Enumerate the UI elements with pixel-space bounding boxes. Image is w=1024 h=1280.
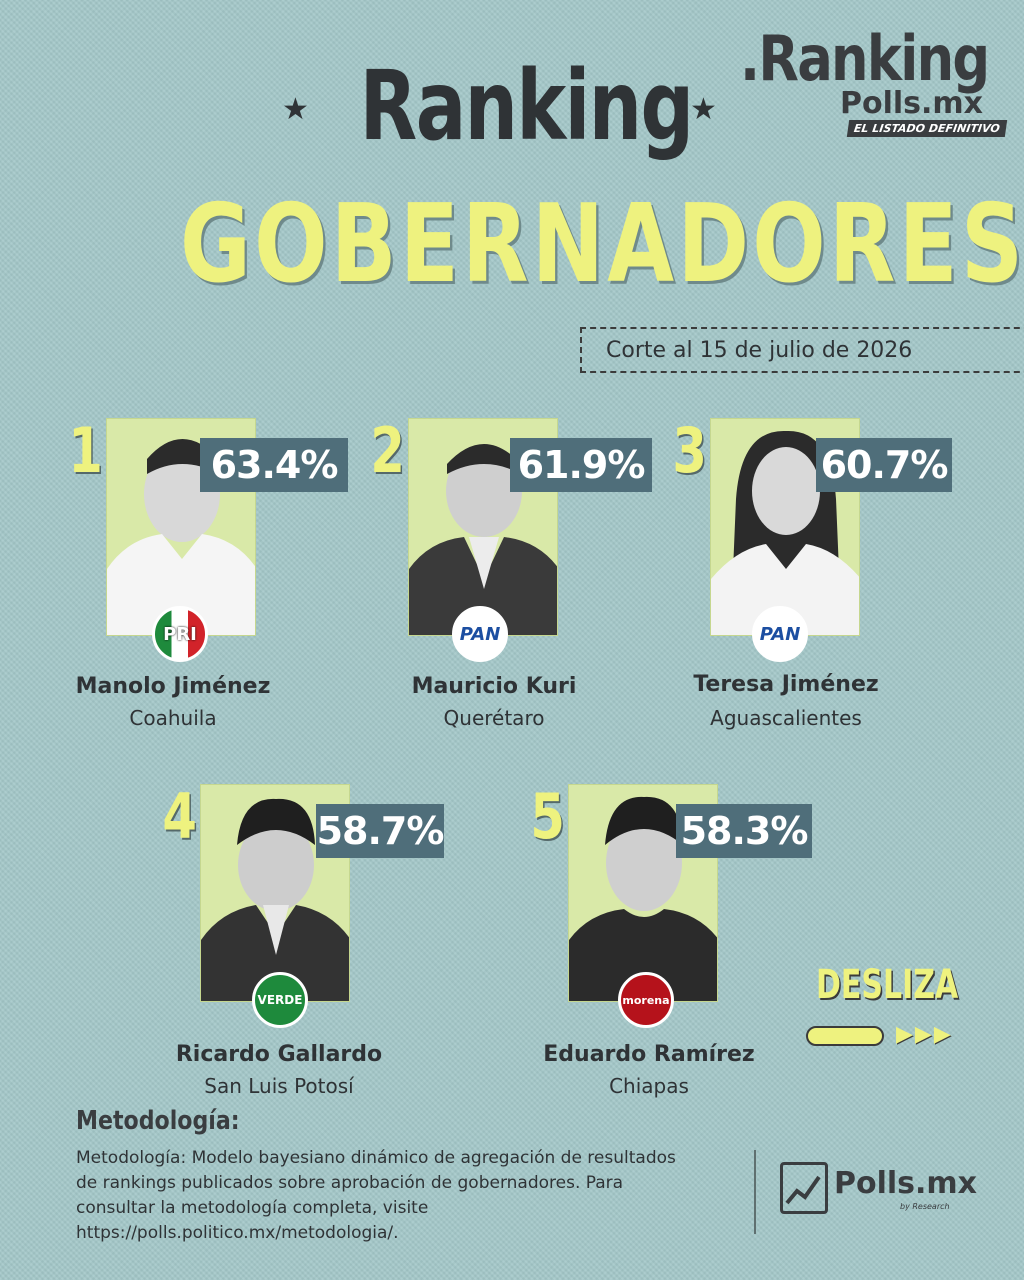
- candidate-name: Eduardo Ramírez: [543, 1042, 755, 1067]
- candidate-photo: [200, 784, 350, 1002]
- person-silhouette-icon: [569, 796, 717, 1001]
- candidate-state: San Luis Potosí: [204, 1074, 354, 1098]
- pan-logo-icon: PAN: [452, 606, 508, 662]
- candidate-name: Ricardo Gallardo: [175, 1042, 383, 1067]
- swipe-label[interactable]: DESLIZA: [816, 962, 959, 1008]
- footer-divider: [754, 1150, 756, 1234]
- approval-percent: 58.7%: [316, 804, 444, 858]
- footer-brand-sub: by Research: [900, 1202, 950, 1211]
- rank-number: 5: [530, 780, 565, 853]
- approval-percent: 63.4%: [200, 438, 348, 492]
- footer-brand: Polls.mx: [834, 1166, 978, 1201]
- person-silhouette-icon: [711, 430, 859, 635]
- star-left-icon: ★: [282, 92, 309, 127]
- title-gobernadores: GOBERNADORES: [180, 182, 1024, 307]
- candidate-state: Coahuila: [129, 706, 217, 730]
- swipe-bar[interactable]: [806, 1026, 884, 1046]
- candidate-card-2: 2 61.9% PAN Mauricio Kuri Querétaro: [362, 414, 662, 734]
- person-silhouette-icon: [201, 798, 349, 1001]
- date-cut-label: Corte al 15 de julio de 2026: [580, 327, 1024, 373]
- candidate-name: Manolo Jiménez: [75, 674, 271, 699]
- rank-number: 3: [672, 414, 707, 487]
- ranking-logo-tag: EL LISTADO DEFINITIVO: [846, 120, 1007, 137]
- methodology-text: Metodología: Modelo bayesiano dinámico d…: [76, 1148, 676, 1243]
- methodology-title: Metodología:: [76, 1106, 240, 1136]
- person-silhouette-icon: [409, 444, 557, 635]
- candidate-state: Querétaro: [443, 706, 545, 730]
- morena-logo-icon: morena: [618, 972, 674, 1028]
- candidate-card-1: 1 63.4% PRI Manolo Jiménez Coahuila: [60, 414, 360, 734]
- swipe-arrows-icon[interactable]: ▶▶▶: [896, 1022, 953, 1047]
- candidate-photo: [568, 784, 718, 1002]
- candidate-photo: [408, 418, 558, 636]
- star-right-icon: ★: [690, 92, 717, 127]
- candidate-card-4: 4 58.7% VERDE Ricardo Gallardo San Luis …: [156, 780, 456, 1100]
- rank-number: 1: [68, 414, 103, 487]
- ranking-logo-sub: Polls.mx: [840, 86, 984, 121]
- verde-logo-icon: VERDE: [252, 972, 308, 1028]
- approval-percent: 60.7%: [816, 438, 952, 492]
- rank-number: 2: [370, 414, 405, 487]
- title-ranking: Ranking: [359, 50, 695, 162]
- pri-logo-icon: PRI: [152, 606, 208, 662]
- approval-percent: 61.9%: [510, 438, 652, 492]
- candidate-state: Aguascalientes: [710, 706, 862, 730]
- chart-logo-icon: [780, 1162, 828, 1214]
- ranking-logo: .Ranking: [740, 22, 990, 95]
- rank-number: 4: [162, 780, 197, 853]
- candidate-card-3: 3 60.7% PAN Teresa Jiménez Aguascaliente…: [664, 414, 964, 734]
- candidate-state: Chiapas: [609, 1074, 689, 1098]
- pan-logo-icon: PAN: [752, 606, 808, 662]
- candidate-name: Mauricio Kuri: [411, 674, 577, 699]
- approval-percent: 58.3%: [676, 804, 812, 858]
- candidate-name: Teresa Jiménez: [693, 672, 879, 697]
- candidate-card-5: 5 58.3% morena Eduardo Ramírez Chiapas: [526, 780, 826, 1100]
